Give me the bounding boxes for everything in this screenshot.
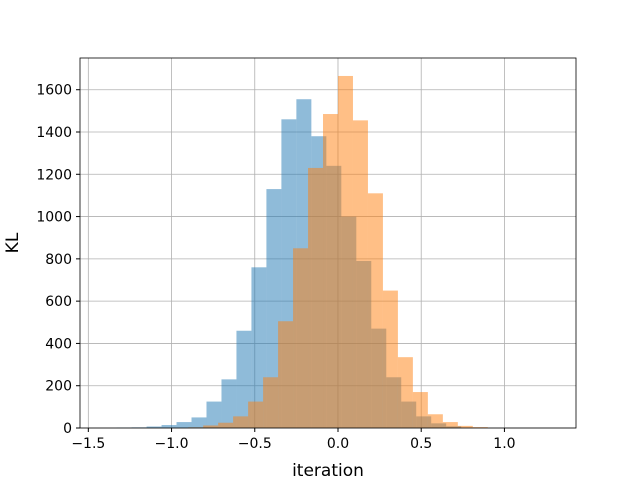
histogram-bar (382, 290, 398, 428)
histogram-bar (206, 401, 222, 428)
x-tick-label: −1.0 (155, 436, 189, 452)
y-tick-label: 400 (45, 336, 72, 352)
histogram-bar (251, 267, 267, 428)
y-tick-label: 0 (63, 421, 72, 437)
histogram-bar (233, 416, 249, 428)
histogram-bar (472, 427, 488, 428)
x-tick-label: −1.5 (71, 436, 105, 452)
histogram-bar (412, 392, 428, 428)
y-tick-label: 600 (45, 294, 72, 310)
y-axis-label: KL (3, 232, 23, 253)
histogram-bar (293, 248, 309, 428)
x-tick-label: 1.0 (493, 436, 515, 452)
histogram-bar (218, 422, 234, 428)
histogram-bar (176, 422, 192, 428)
histogram-bar (427, 414, 443, 428)
plot-frame (79, 57, 577, 429)
histogram-bar (191, 417, 207, 428)
y-tick-label: 1200 (36, 167, 72, 183)
x-tick-label: 0.5 (410, 436, 432, 452)
histogram-bar (337, 75, 353, 428)
histogram-bar (161, 425, 177, 428)
histogram-bar (278, 321, 294, 428)
histogram-bars (116, 75, 488, 429)
histogram-bar (308, 167, 324, 428)
y-tick-label: 800 (45, 252, 72, 268)
histogram-bar (397, 357, 413, 428)
histogram-bar (248, 401, 264, 428)
y-tick-label: 1400 (36, 125, 72, 141)
histogram-bar (323, 114, 338, 429)
x-axis-label: iteration (292, 461, 364, 480)
histogram-bar (146, 426, 162, 428)
histogram-bar (266, 189, 282, 428)
x-axis-ticks: −1.5 −1.0 −0.5 0.0 0.5 1.0 (71, 428, 516, 452)
histogram-bar (442, 422, 458, 428)
histogram-bar (203, 425, 219, 428)
y-tick-label: 200 (45, 379, 72, 395)
x-tick-label: 0.0 (327, 436, 349, 452)
histogram-bar (367, 193, 383, 428)
series-2-bars (188, 75, 488, 429)
histogram-bar (457, 425, 473, 428)
histogram-bar (263, 377, 279, 428)
y-tick-label: 1000 (36, 210, 72, 226)
y-axis-ticks: 0 200 400 600 800 1000 1200 1400 1600 (36, 83, 80, 437)
histogram-bar (236, 330, 252, 428)
histogram-bar (352, 120, 368, 428)
x-tick-label: −0.5 (238, 436, 272, 452)
histogram-bar (221, 379, 237, 428)
y-tick-label: 1600 (36, 83, 72, 99)
